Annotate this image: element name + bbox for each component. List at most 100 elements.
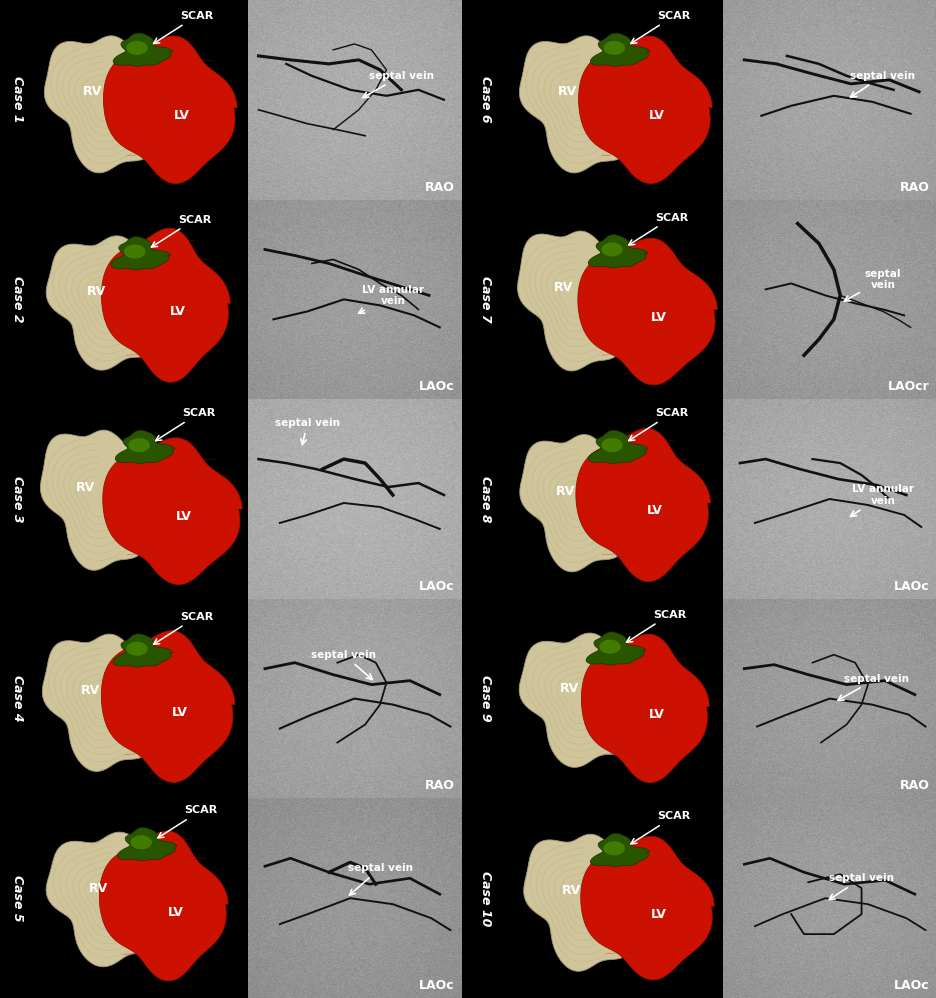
- Text: SCAR: SCAR: [626, 610, 686, 643]
- Polygon shape: [42, 634, 170, 771]
- Polygon shape: [117, 827, 177, 860]
- Polygon shape: [46, 832, 183, 967]
- Text: Case 2: Case 2: [11, 276, 23, 322]
- Polygon shape: [576, 428, 710, 582]
- Polygon shape: [131, 835, 152, 849]
- Polygon shape: [580, 836, 714, 980]
- Polygon shape: [604, 841, 625, 855]
- Text: RV: RV: [87, 284, 106, 298]
- Text: RAO: RAO: [425, 779, 455, 792]
- Text: SCAR: SCAR: [631, 811, 691, 844]
- Text: Case 9: Case 9: [479, 676, 492, 722]
- Polygon shape: [519, 434, 643, 572]
- Polygon shape: [518, 231, 642, 371]
- Text: LV: LV: [174, 109, 190, 123]
- Text: septal vein: septal vein: [347, 863, 413, 895]
- Polygon shape: [44, 36, 173, 173]
- Polygon shape: [126, 642, 148, 656]
- Text: LAOc: LAOc: [419, 979, 455, 992]
- Text: SCAR: SCAR: [631, 11, 691, 44]
- Polygon shape: [111, 237, 170, 269]
- Text: SCAR: SCAR: [158, 805, 217, 838]
- Text: LV: LV: [649, 708, 665, 722]
- Text: Case 6: Case 6: [479, 77, 492, 123]
- Text: LAOcr: LAOcr: [888, 380, 929, 393]
- Text: RV: RV: [556, 484, 575, 498]
- Polygon shape: [519, 36, 649, 173]
- Text: RV: RV: [558, 85, 577, 99]
- Text: RAO: RAO: [425, 181, 455, 194]
- Text: septal vein: septal vein: [363, 71, 434, 98]
- Text: septal vein: septal vein: [829, 873, 894, 899]
- Polygon shape: [591, 33, 650, 66]
- Polygon shape: [115, 430, 175, 463]
- Polygon shape: [46, 236, 180, 370]
- Text: septal
vein: septal vein: [844, 268, 901, 301]
- Polygon shape: [128, 438, 150, 452]
- Polygon shape: [101, 631, 235, 782]
- Polygon shape: [599, 640, 621, 654]
- Text: LAOc: LAOc: [894, 979, 929, 992]
- Text: RV: RV: [560, 682, 579, 696]
- Text: RV: RV: [562, 883, 581, 897]
- Text: SCAR: SCAR: [155, 408, 215, 441]
- Text: Case 3: Case 3: [11, 476, 23, 522]
- Text: septal vein: septal vein: [851, 71, 915, 97]
- Text: SCAR: SCAR: [629, 408, 688, 441]
- Text: Case 1: Case 1: [11, 77, 23, 123]
- Text: RV: RV: [80, 684, 100, 698]
- Text: RAO: RAO: [899, 181, 929, 194]
- Polygon shape: [101, 229, 230, 382]
- Text: RAO: RAO: [899, 779, 929, 792]
- Polygon shape: [519, 633, 652, 767]
- Polygon shape: [588, 430, 648, 463]
- Text: Case 5: Case 5: [11, 875, 23, 921]
- Polygon shape: [40, 430, 165, 570]
- Polygon shape: [578, 36, 712, 184]
- Text: RV: RV: [89, 881, 109, 895]
- Text: SCAR: SCAR: [154, 612, 213, 645]
- Text: LV annular
vein: LV annular vein: [851, 484, 914, 516]
- Text: LV: LV: [651, 907, 667, 921]
- Text: SCAR: SCAR: [152, 215, 212, 248]
- Polygon shape: [103, 438, 242, 585]
- Text: SCAR: SCAR: [154, 11, 213, 44]
- Text: Case 8: Case 8: [479, 476, 492, 522]
- Polygon shape: [602, 243, 622, 256]
- Text: LAOc: LAOc: [419, 580, 455, 593]
- Polygon shape: [586, 632, 646, 665]
- Text: RV: RV: [553, 280, 573, 294]
- Text: SCAR: SCAR: [629, 213, 688, 246]
- Text: Case 4: Case 4: [11, 676, 23, 722]
- Polygon shape: [591, 833, 650, 866]
- Text: LV: LV: [169, 304, 185, 318]
- Text: LV: LV: [649, 109, 665, 123]
- Text: RV: RV: [82, 85, 102, 99]
- Text: LV: LV: [176, 510, 192, 524]
- Polygon shape: [578, 239, 717, 385]
- Polygon shape: [602, 438, 622, 452]
- Polygon shape: [604, 41, 625, 55]
- Polygon shape: [581, 634, 709, 782]
- Text: LV annular
vein: LV annular vein: [358, 284, 424, 313]
- Polygon shape: [104, 36, 237, 184]
- Text: LV: LV: [171, 706, 187, 720]
- Polygon shape: [113, 634, 173, 667]
- Text: LV: LV: [647, 504, 663, 518]
- Polygon shape: [588, 235, 648, 267]
- Polygon shape: [124, 245, 145, 258]
- Polygon shape: [99, 831, 228, 981]
- Text: LV: LV: [651, 310, 667, 324]
- Polygon shape: [113, 33, 173, 66]
- Text: Case 7: Case 7: [479, 276, 492, 322]
- Text: septal vein: septal vein: [312, 650, 376, 680]
- Text: septal vein: septal vein: [838, 674, 909, 701]
- Text: septal vein: septal vein: [275, 418, 340, 444]
- Text: RV: RV: [76, 480, 95, 494]
- Text: LAOc: LAOc: [419, 380, 455, 393]
- Text: Case 10: Case 10: [479, 870, 492, 926]
- Text: LAOc: LAOc: [894, 580, 929, 593]
- Polygon shape: [126, 41, 148, 55]
- Text: LV: LV: [168, 905, 183, 919]
- Polygon shape: [524, 834, 652, 971]
